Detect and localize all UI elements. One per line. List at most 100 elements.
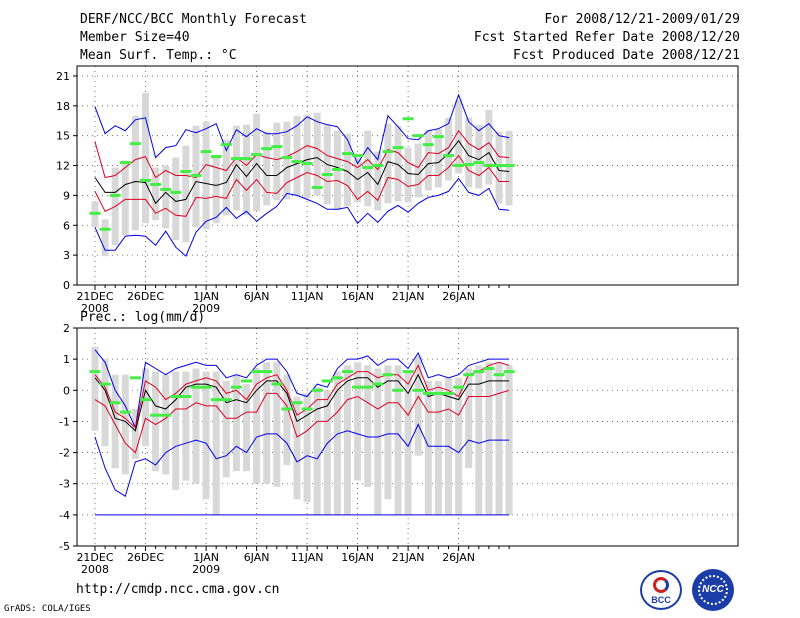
temp-x-tick-label: 16JAN xyxy=(341,290,374,303)
precip-spread-box xyxy=(111,374,119,469)
temp-spread-box xyxy=(273,122,281,201)
temp-spread-box xyxy=(283,121,291,200)
precip-line-min xyxy=(94,423,510,497)
precip-spread-box xyxy=(283,374,291,466)
precip-spread-box xyxy=(152,371,160,472)
temp-y-tick-label: 0 xyxy=(63,279,70,292)
precip-x-year-label: 2008 xyxy=(81,563,109,576)
temp-x-year-label: 2008 xyxy=(81,302,109,315)
temp-line-p90 xyxy=(94,129,510,179)
temp-spread-box xyxy=(404,147,412,203)
temp-spread-box xyxy=(505,130,513,206)
temp-y-tick-label: 12 xyxy=(56,160,70,173)
temp-spread-box xyxy=(101,219,109,257)
temp-spread-box xyxy=(465,117,473,188)
precip-spread-box xyxy=(333,371,341,515)
precip-spread-box xyxy=(434,380,442,515)
temp-spread-box xyxy=(475,124,483,189)
temp-y-tick-label: 9 xyxy=(63,189,70,202)
bcc-logo-text: BCC xyxy=(651,595,671,605)
precip-x-tick-label: 21DEC xyxy=(76,551,113,564)
temp-line-p10 xyxy=(94,154,510,217)
temp-x-tick-label: 21JAN xyxy=(392,290,425,303)
temp-spread-box xyxy=(293,115,301,197)
forecast-produced-date: Fcst Produced Date 2008/12/21 xyxy=(513,48,740,63)
precip-spread-box xyxy=(172,371,180,490)
precip-spread-box xyxy=(182,371,190,481)
temp-spread-box xyxy=(414,143,422,198)
forecast-period: For 2008/12/21-2009/01/29 xyxy=(544,12,740,27)
temp-plot-frame xyxy=(76,65,739,286)
temp-y-tick-label: 18 xyxy=(56,100,70,113)
precip-spread-box xyxy=(131,408,139,459)
precip-spread-box xyxy=(495,362,503,515)
precip-spread-box xyxy=(91,346,99,431)
precip-spread-box xyxy=(232,374,240,472)
forecast-start-date: Fcst Started Refer Date 2008/12/20 xyxy=(473,30,740,45)
temp-spread-box xyxy=(434,128,442,188)
temp-line-min xyxy=(94,177,510,257)
precip-spread-box xyxy=(323,390,331,515)
temp-spread-box xyxy=(344,133,351,207)
precip-x-tick-label: 16JAN xyxy=(341,551,374,564)
temp-spread-box xyxy=(182,145,190,243)
temp-spread-box xyxy=(313,112,321,196)
temp-x-year-label: 2009 xyxy=(192,302,220,315)
temp-spread-box xyxy=(142,92,149,224)
temp-spread-box xyxy=(455,99,463,174)
precip-spread-box xyxy=(101,359,109,447)
temp-spread-box xyxy=(152,167,160,221)
temp-spread-box xyxy=(394,125,402,202)
temp-x-tick-label: 6JAN xyxy=(244,290,270,303)
temp-spread-box xyxy=(243,124,250,216)
precip-spread-box xyxy=(313,387,321,515)
temp-x-tick-label: 11JAN xyxy=(291,290,324,303)
precip-spread-box xyxy=(394,365,402,515)
precip-y-tick-label: 1 xyxy=(63,353,70,366)
temp-spread-box xyxy=(172,157,180,241)
source-url: http://cmdp.ncc.cma.gov.cn xyxy=(76,582,280,597)
precip-spread-box xyxy=(212,371,220,515)
precip-y-tick-label: -1 xyxy=(59,415,70,428)
temp-y-tick-label: 3 xyxy=(63,249,70,262)
precip-spread-box xyxy=(202,371,210,500)
precip-spread-box xyxy=(253,368,261,484)
temp-y-tick-label: 21 xyxy=(56,70,70,83)
bcc-logo: BCC xyxy=(640,570,682,610)
ncc-logo-text: NCC xyxy=(702,584,724,595)
temp-spread-box xyxy=(485,109,493,185)
temp-x-tick-label: 26DEC xyxy=(127,290,164,303)
temp-spread-box xyxy=(253,113,261,212)
temp-x-tick-label: 21DEC xyxy=(76,290,113,303)
temp-spread-box xyxy=(424,129,432,191)
temp-spread-box xyxy=(162,165,170,229)
variable-label: Mean Surf. Temp.: °C xyxy=(80,48,237,63)
temp-spread-box xyxy=(212,154,220,224)
precip-spread-box xyxy=(303,393,311,503)
precip-spread-box xyxy=(455,377,463,515)
chart-title: DERF/NCC/BCC Monthly Forecast xyxy=(80,12,307,27)
precip-x-tick-label: 26JAN xyxy=(442,551,475,564)
precip-panel-title: Prec.: log(mm/d) xyxy=(80,310,206,325)
precip-spread-box xyxy=(475,365,483,515)
precip-spread-box xyxy=(354,362,362,481)
temp-line-max xyxy=(94,93,510,165)
precip-x-tick-label: 11JAN xyxy=(291,551,324,564)
temp-spread-box xyxy=(445,117,452,181)
precip-line-max xyxy=(94,349,510,430)
precip-y-tick-label: 2 xyxy=(63,322,70,335)
temp-y-tick-label: 15 xyxy=(56,130,70,143)
precip-spread-box xyxy=(424,380,432,515)
ncc-logo-ring xyxy=(698,575,728,605)
precip-spread-box xyxy=(374,368,382,515)
temp-spread-box xyxy=(131,115,139,231)
precip-y-tick-label: -3 xyxy=(59,478,70,491)
precip-y-tick-label: -4 xyxy=(59,509,70,522)
precip-spread-box xyxy=(162,374,170,475)
temp-spread-box xyxy=(263,131,271,206)
temp-y-tick-label: 6 xyxy=(63,219,70,232)
temp-spread-box xyxy=(121,160,129,236)
precip-spread-box xyxy=(344,365,351,515)
temp-spread-box xyxy=(303,114,311,199)
